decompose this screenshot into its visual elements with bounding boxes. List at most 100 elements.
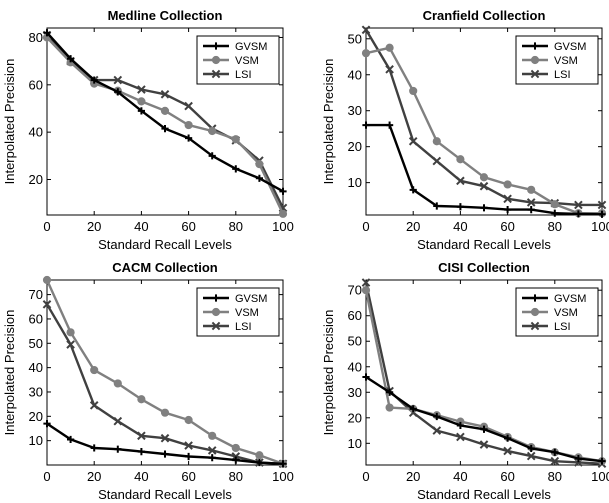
data-point-vsm [231, 443, 240, 453]
chart-title: Medline Collection [108, 8, 223, 23]
x-tick-label: 100 [272, 219, 294, 234]
x-tick-label: 0 [43, 219, 50, 234]
data-point-gvsm [161, 450, 169, 458]
data-point-gvsm [114, 445, 122, 453]
y-tick-label: 20 [29, 172, 43, 187]
data-point-lsi [184, 441, 193, 450]
data-point-lsi [479, 440, 489, 449]
panel-cacm: CACM Collection Standard Recall Levels Int… [2, 260, 294, 502]
x-axis-label: Standard Recall Levels [417, 487, 551, 502]
data-point-gvsm [43, 420, 51, 428]
x-tick-label: 80 [229, 469, 243, 484]
data-point-vsm [66, 328, 75, 337]
x-tick-label: 20 [87, 219, 101, 234]
x-tick-label: 80 [229, 219, 243, 234]
data-point-gvsm [456, 203, 464, 211]
data-point-gvsm [43, 29, 51, 37]
data-point-gvsm [598, 457, 606, 465]
data-point-vsm [503, 180, 512, 189]
data-point-gvsm [67, 435, 75, 444]
data-point-vsm [255, 451, 264, 460]
panel-cisi: CISI Collection Standard Recall Levels Int… [321, 260, 609, 502]
panel-medline: Medline Collection Standard Recall Levels… [2, 8, 294, 252]
y-tick-label: 40 [29, 125, 43, 140]
data-point-gvsm [551, 209, 559, 217]
legend-marker-vsm [530, 307, 540, 317]
data-point-gvsm [161, 125, 169, 133]
data-point-gvsm [137, 107, 145, 115]
y-axis-label: Interpolated Precision [2, 59, 17, 185]
data-point-gvsm [114, 88, 122, 96]
y-tick-label: 30 [348, 385, 362, 400]
y-tick-label: 10 [29, 433, 43, 448]
y-tick-label: 10 [348, 175, 362, 190]
data-point-gvsm [362, 121, 370, 129]
data-point-gvsm [185, 134, 193, 142]
data-point-vsm [208, 431, 217, 440]
data-point-gvsm [433, 412, 441, 421]
chart-title: Cranfield Collection [423, 8, 546, 23]
x-tick-label: 20 [406, 219, 420, 234]
data-point-vsm [255, 160, 264, 169]
data-point-vsm [208, 126, 217, 136]
y-tick-label: 40 [29, 360, 43, 375]
y-tick-label: 10 [348, 436, 362, 451]
x-tick-label: 0 [43, 469, 50, 484]
data-point-lsi [89, 401, 99, 410]
legend-marker-vsm [211, 307, 221, 317]
data-point-gvsm [232, 456, 240, 464]
data-point-gvsm [409, 186, 417, 194]
y-axis-label: Interpolated Precision [321, 59, 336, 185]
y-tick-label: 80 [29, 30, 43, 45]
x-axis-label: Standard Recall Levels [98, 487, 232, 502]
legend-marker-vsm [211, 55, 221, 65]
x-tick-label: 40 [134, 469, 148, 484]
data-point-lsi [113, 75, 123, 85]
legend: GVSM VSM LSI [515, 35, 599, 85]
data-point-lsi [503, 446, 512, 456]
x-axis-label: Standard Recall Levels [417, 237, 551, 252]
data-point-lsi [137, 85, 146, 94]
data-point-vsm [361, 286, 371, 295]
y-axis-label: Interpolated Precision [2, 310, 17, 436]
legend: GVSM VSM LSI [196, 287, 280, 337]
legend-label-lsi: LSI [554, 69, 571, 81]
data-point-gvsm [255, 458, 263, 467]
data-point-lsi [456, 176, 465, 186]
y-tick-label: 50 [348, 31, 362, 46]
data-point-lsi [42, 300, 52, 309]
data-point-vsm [160, 106, 170, 115]
series-gvsm [362, 121, 606, 218]
data-point-lsi [456, 432, 465, 442]
data-point-lsi [160, 433, 170, 443]
x-tick-label: 100 [591, 219, 609, 234]
data-point-gvsm [208, 454, 216, 462]
data-point-gvsm [255, 174, 263, 182]
data-point-vsm [385, 403, 394, 412]
series-gvsm [43, 420, 287, 468]
data-point-vsm [550, 200, 559, 209]
data-point-lsi [550, 456, 560, 466]
y-tick-label: 40 [348, 67, 362, 82]
legend-label-lsi: LSI [235, 321, 252, 333]
y-tick-label: 60 [29, 311, 43, 326]
y-tick-label: 70 [29, 287, 43, 302]
y-tick-label: 70 [348, 283, 362, 298]
data-point-lsi [207, 446, 217, 455]
data-point-vsm [409, 86, 418, 96]
y-tick-label: 20 [348, 139, 362, 154]
data-point-gvsm [574, 455, 582, 463]
data-point-gvsm [527, 206, 535, 214]
legend-label-lsi: LSI [235, 69, 252, 81]
data-point-gvsm [137, 448, 145, 456]
data-point-lsi [479, 181, 489, 191]
y-tick-label: 50 [348, 334, 362, 349]
data-point-vsm [432, 137, 441, 146]
legend: GVSM VSM LSI [196, 35, 280, 85]
data-point-gvsm [480, 425, 488, 433]
y-tick-label: 20 [29, 409, 43, 424]
data-point-vsm [278, 209, 288, 218]
data-point-vsm [361, 49, 371, 58]
legend-label-gvsm: GVSM [235, 293, 267, 305]
series-lsi [361, 25, 607, 210]
